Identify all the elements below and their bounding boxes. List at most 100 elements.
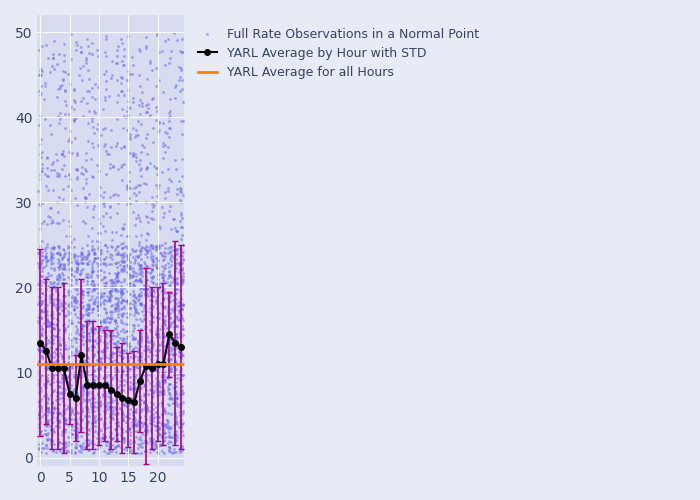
Full Rate Observations in a Normal Point [162, 324, 173, 332]
Full Rate Observations in a Normal Point [122, 86, 134, 94]
Full Rate Observations in a Normal Point [51, 388, 62, 396]
Full Rate Observations in a Normal Point [66, 425, 77, 433]
Full Rate Observations in a Normal Point [74, 426, 85, 434]
Full Rate Observations in a Normal Point [40, 441, 51, 449]
Full Rate Observations in a Normal Point [129, 384, 140, 392]
Full Rate Observations in a Normal Point [169, 290, 181, 298]
Full Rate Observations in a Normal Point [153, 271, 164, 279]
Full Rate Observations in a Normal Point [53, 194, 64, 202]
Full Rate Observations in a Normal Point [34, 357, 45, 365]
Full Rate Observations in a Normal Point [69, 284, 80, 292]
Full Rate Observations in a Normal Point [71, 274, 82, 282]
Full Rate Observations in a Normal Point [46, 324, 57, 332]
Full Rate Observations in a Normal Point [169, 334, 180, 342]
Full Rate Observations in a Normal Point [164, 336, 175, 344]
Full Rate Observations in a Normal Point [98, 292, 109, 300]
Full Rate Observations in a Normal Point [110, 426, 121, 434]
Full Rate Observations in a Normal Point [100, 259, 111, 267]
Full Rate Observations in a Normal Point [141, 180, 152, 188]
Full Rate Observations in a Normal Point [112, 242, 123, 250]
Full Rate Observations in a Normal Point [175, 259, 186, 267]
Full Rate Observations in a Normal Point [36, 42, 48, 50]
Full Rate Observations in a Normal Point [60, 312, 71, 320]
Full Rate Observations in a Normal Point [101, 368, 112, 376]
Full Rate Observations in a Normal Point [47, 372, 58, 380]
Full Rate Observations in a Normal Point [97, 434, 108, 442]
Full Rate Observations in a Normal Point [160, 244, 171, 252]
Full Rate Observations in a Normal Point [112, 98, 123, 106]
Full Rate Observations in a Normal Point [153, 242, 164, 250]
Full Rate Observations in a Normal Point [39, 79, 50, 87]
Full Rate Observations in a Normal Point [139, 180, 150, 188]
Full Rate Observations in a Normal Point [152, 324, 163, 332]
Full Rate Observations in a Normal Point [69, 267, 80, 275]
Full Rate Observations in a Normal Point [43, 370, 54, 378]
Full Rate Observations in a Normal Point [129, 334, 140, 342]
Full Rate Observations in a Normal Point [41, 220, 52, 228]
Full Rate Observations in a Normal Point [112, 270, 123, 278]
Full Rate Observations in a Normal Point [134, 424, 146, 432]
Full Rate Observations in a Normal Point [109, 285, 120, 293]
Full Rate Observations in a Normal Point [111, 342, 122, 349]
Full Rate Observations in a Normal Point [74, 270, 85, 278]
Full Rate Observations in a Normal Point [140, 246, 151, 254]
Full Rate Observations in a Normal Point [150, 103, 162, 111]
Full Rate Observations in a Normal Point [72, 318, 83, 326]
Full Rate Observations in a Normal Point [147, 242, 158, 250]
Full Rate Observations in a Normal Point [157, 168, 168, 175]
Full Rate Observations in a Normal Point [57, 275, 69, 283]
Full Rate Observations in a Normal Point [57, 380, 69, 388]
Full Rate Observations in a Normal Point [93, 406, 104, 414]
Full Rate Observations in a Normal Point [58, 276, 69, 283]
Full Rate Observations in a Normal Point [81, 419, 92, 427]
Full Rate Observations in a Normal Point [83, 442, 94, 450]
Full Rate Observations in a Normal Point [92, 430, 104, 438]
Full Rate Observations in a Normal Point [117, 416, 128, 424]
Full Rate Observations in a Normal Point [174, 369, 186, 377]
Full Rate Observations in a Normal Point [74, 300, 85, 308]
Full Rate Observations in a Normal Point [65, 264, 76, 272]
Full Rate Observations in a Normal Point [172, 394, 183, 402]
Full Rate Observations in a Normal Point [64, 242, 75, 250]
Full Rate Observations in a Normal Point [46, 166, 57, 173]
Full Rate Observations in a Normal Point [118, 61, 130, 69]
Full Rate Observations in a Normal Point [141, 214, 152, 222]
Full Rate Observations in a Normal Point [78, 170, 89, 178]
Full Rate Observations in a Normal Point [82, 446, 93, 454]
Full Rate Observations in a Normal Point [48, 370, 59, 378]
Full Rate Observations in a Normal Point [146, 368, 157, 376]
Full Rate Observations in a Normal Point [35, 136, 46, 143]
Full Rate Observations in a Normal Point [38, 308, 50, 316]
Full Rate Observations in a Normal Point [74, 447, 85, 455]
Full Rate Observations in a Normal Point [81, 368, 92, 376]
Full Rate Observations in a Normal Point [88, 244, 99, 252]
Full Rate Observations in a Normal Point [64, 440, 75, 448]
Full Rate Observations in a Normal Point [85, 402, 97, 410]
Full Rate Observations in a Normal Point [75, 332, 86, 340]
Full Rate Observations in a Normal Point [151, 360, 162, 368]
Full Rate Observations in a Normal Point [77, 112, 88, 120]
Full Rate Observations in a Normal Point [124, 373, 135, 381]
Full Rate Observations in a Normal Point [75, 314, 86, 322]
Full Rate Observations in a Normal Point [106, 243, 118, 251]
Full Rate Observations in a Normal Point [88, 394, 99, 402]
Full Rate Observations in a Normal Point [122, 320, 134, 328]
Full Rate Observations in a Normal Point [46, 408, 57, 416]
Full Rate Observations in a Normal Point [156, 242, 167, 250]
Full Rate Observations in a Normal Point [123, 270, 134, 278]
Full Rate Observations in a Normal Point [157, 270, 168, 278]
Full Rate Observations in a Normal Point [42, 404, 53, 412]
Full Rate Observations in a Normal Point [59, 261, 70, 269]
Full Rate Observations in a Normal Point [95, 414, 106, 422]
Full Rate Observations in a Normal Point [141, 402, 152, 409]
Full Rate Observations in a Normal Point [177, 419, 188, 427]
Full Rate Observations in a Normal Point [158, 359, 169, 367]
Full Rate Observations in a Normal Point [136, 438, 148, 446]
Full Rate Observations in a Normal Point [94, 246, 105, 254]
Full Rate Observations in a Normal Point [102, 449, 113, 457]
Full Rate Observations in a Normal Point [75, 370, 86, 378]
Full Rate Observations in a Normal Point [160, 239, 171, 247]
Full Rate Observations in a Normal Point [39, 170, 50, 178]
Full Rate Observations in a Normal Point [116, 144, 127, 152]
Full Rate Observations in a Normal Point [48, 283, 59, 291]
